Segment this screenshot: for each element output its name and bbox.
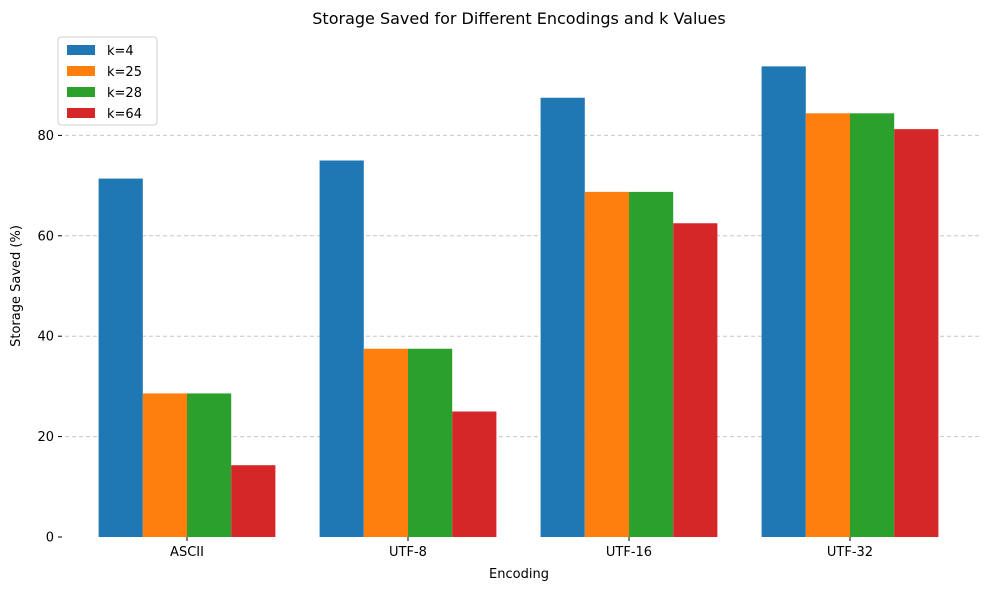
x-tick-label: ASCII <box>170 545 204 560</box>
x-tick-label: UTF-32 <box>827 545 873 560</box>
bar-k64-utf8 <box>452 411 497 537</box>
bar-k4-ascii <box>98 178 143 537</box>
legend-swatch <box>67 45 95 55</box>
bars-layer <box>98 66 939 537</box>
bar-k28-utf32 <box>850 113 895 537</box>
y-tick-label: 20 <box>37 430 54 445</box>
x-tick-label: UTF-16 <box>606 545 652 560</box>
bar-k4-utf8 <box>319 160 364 537</box>
x-tick-label: UTF-8 <box>389 545 427 560</box>
bar-k64-utf32 <box>894 129 939 537</box>
legend-swatch <box>67 108 95 118</box>
bar-k25-ascii <box>142 393 187 537</box>
grid-layer <box>65 134 980 438</box>
bar-k28-ascii <box>187 393 232 537</box>
bar-k25-utf8 <box>363 348 408 537</box>
y-tick-label: 40 <box>37 330 54 345</box>
legend-swatch <box>67 87 95 97</box>
bar-k64-utf16 <box>673 223 718 537</box>
bar-k64-ascii <box>231 465 276 537</box>
axis-layer: 0 20 40 60 80 ASCII UTF-8 UTF-16 UTF-32 <box>37 129 873 560</box>
bar-k4-utf32 <box>761 66 806 537</box>
bar-k28-utf8 <box>408 348 453 537</box>
bar-k28-utf16 <box>629 191 674 537</box>
bar-k25-utf32 <box>805 113 850 537</box>
legend-label: k=4 <box>107 44 134 59</box>
legend-label: k=25 <box>107 65 142 80</box>
y-tick-label: 80 <box>37 129 54 144</box>
bar-k4-utf16 <box>540 97 585 537</box>
y-tick-label: 0 <box>46 531 54 546</box>
bar-k25-utf16 <box>584 191 629 537</box>
chart-title: Storage Saved for Different Encodings an… <box>312 9 725 28</box>
legend-label: k=64 <box>107 107 142 122</box>
y-axis-label: Storage Saved (%) <box>9 225 24 347</box>
x-axis-label: Encoding <box>489 567 549 582</box>
y-tick-label: 60 <box>37 229 54 244</box>
legend-frame <box>57 36 158 126</box>
legend-swatch <box>67 66 95 76</box>
legend-label: k=28 <box>107 86 142 101</box>
legend: k=4 k=25 k=28 k=64 <box>57 36 158 126</box>
